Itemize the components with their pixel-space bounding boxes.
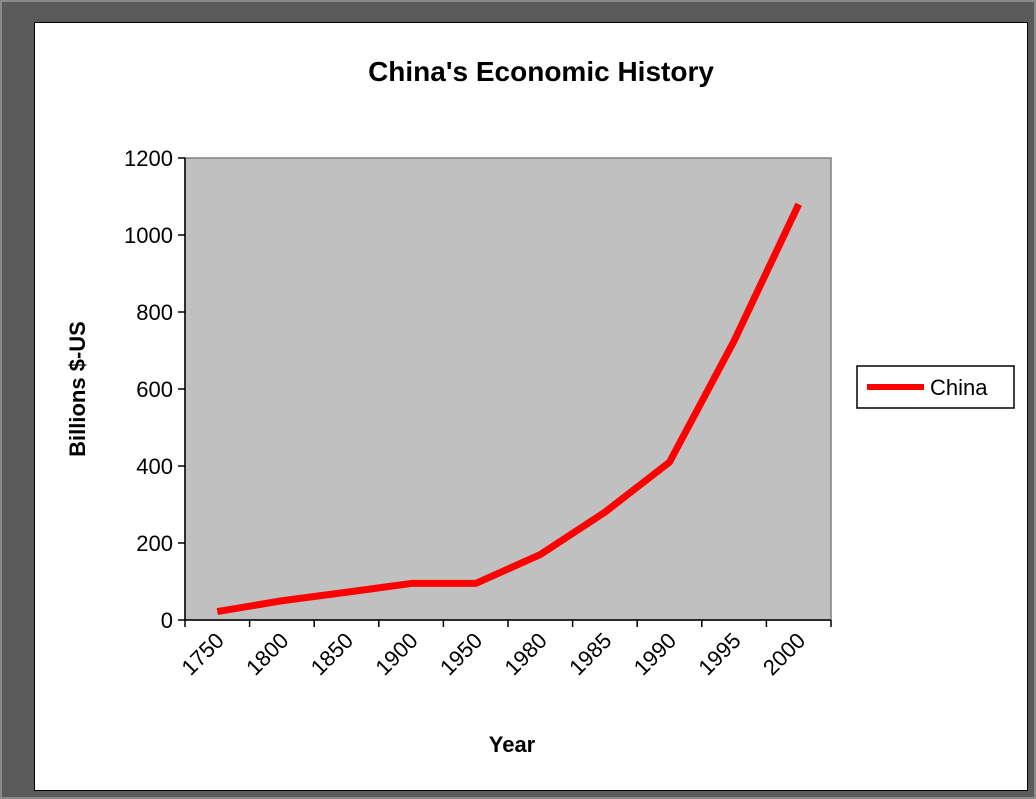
x-tick-label: 1990 — [629, 628, 681, 680]
x-tick-label: 1900 — [370, 628, 422, 680]
y-tick-label: 0 — [161, 608, 173, 633]
y-tick-label: 600 — [136, 377, 173, 402]
y-tick-label: 200 — [136, 531, 173, 556]
y-tick-label: 1000 — [124, 223, 173, 248]
x-tick-label: 1950 — [435, 628, 487, 680]
legend-label-china: China — [930, 375, 988, 400]
series-layer — [216, 202, 802, 615]
x-tick-label: 1980 — [500, 628, 552, 680]
y-tick-label: 400 — [136, 454, 173, 479]
plot-area — [184, 157, 832, 621]
y-axis: 0 200 400 600 800 1000 1200 — [124, 146, 186, 633]
series-line-china — [216, 202, 802, 615]
x-tick-label: 2000 — [758, 628, 810, 680]
x-tick-label: 1800 — [241, 628, 293, 680]
y-tick-label: 800 — [136, 300, 173, 325]
x-tick-label: 1985 — [564, 628, 616, 680]
legend: China — [856, 365, 1015, 409]
x-axis: 1750 1800 1850 1900 1950 1980 1985 1990 1995 2000 — [177, 619, 832, 680]
y-tick-label: 1200 — [124, 146, 173, 171]
x-tick-label: 1995 — [693, 628, 745, 680]
y-axis-title: Billions $-US — [65, 321, 90, 457]
x-axis-title: Year — [489, 732, 536, 757]
x-tick-label: 1750 — [177, 628, 229, 680]
x-tick-label: 1850 — [306, 628, 358, 680]
chart-title: China's Economic History — [368, 56, 714, 87]
